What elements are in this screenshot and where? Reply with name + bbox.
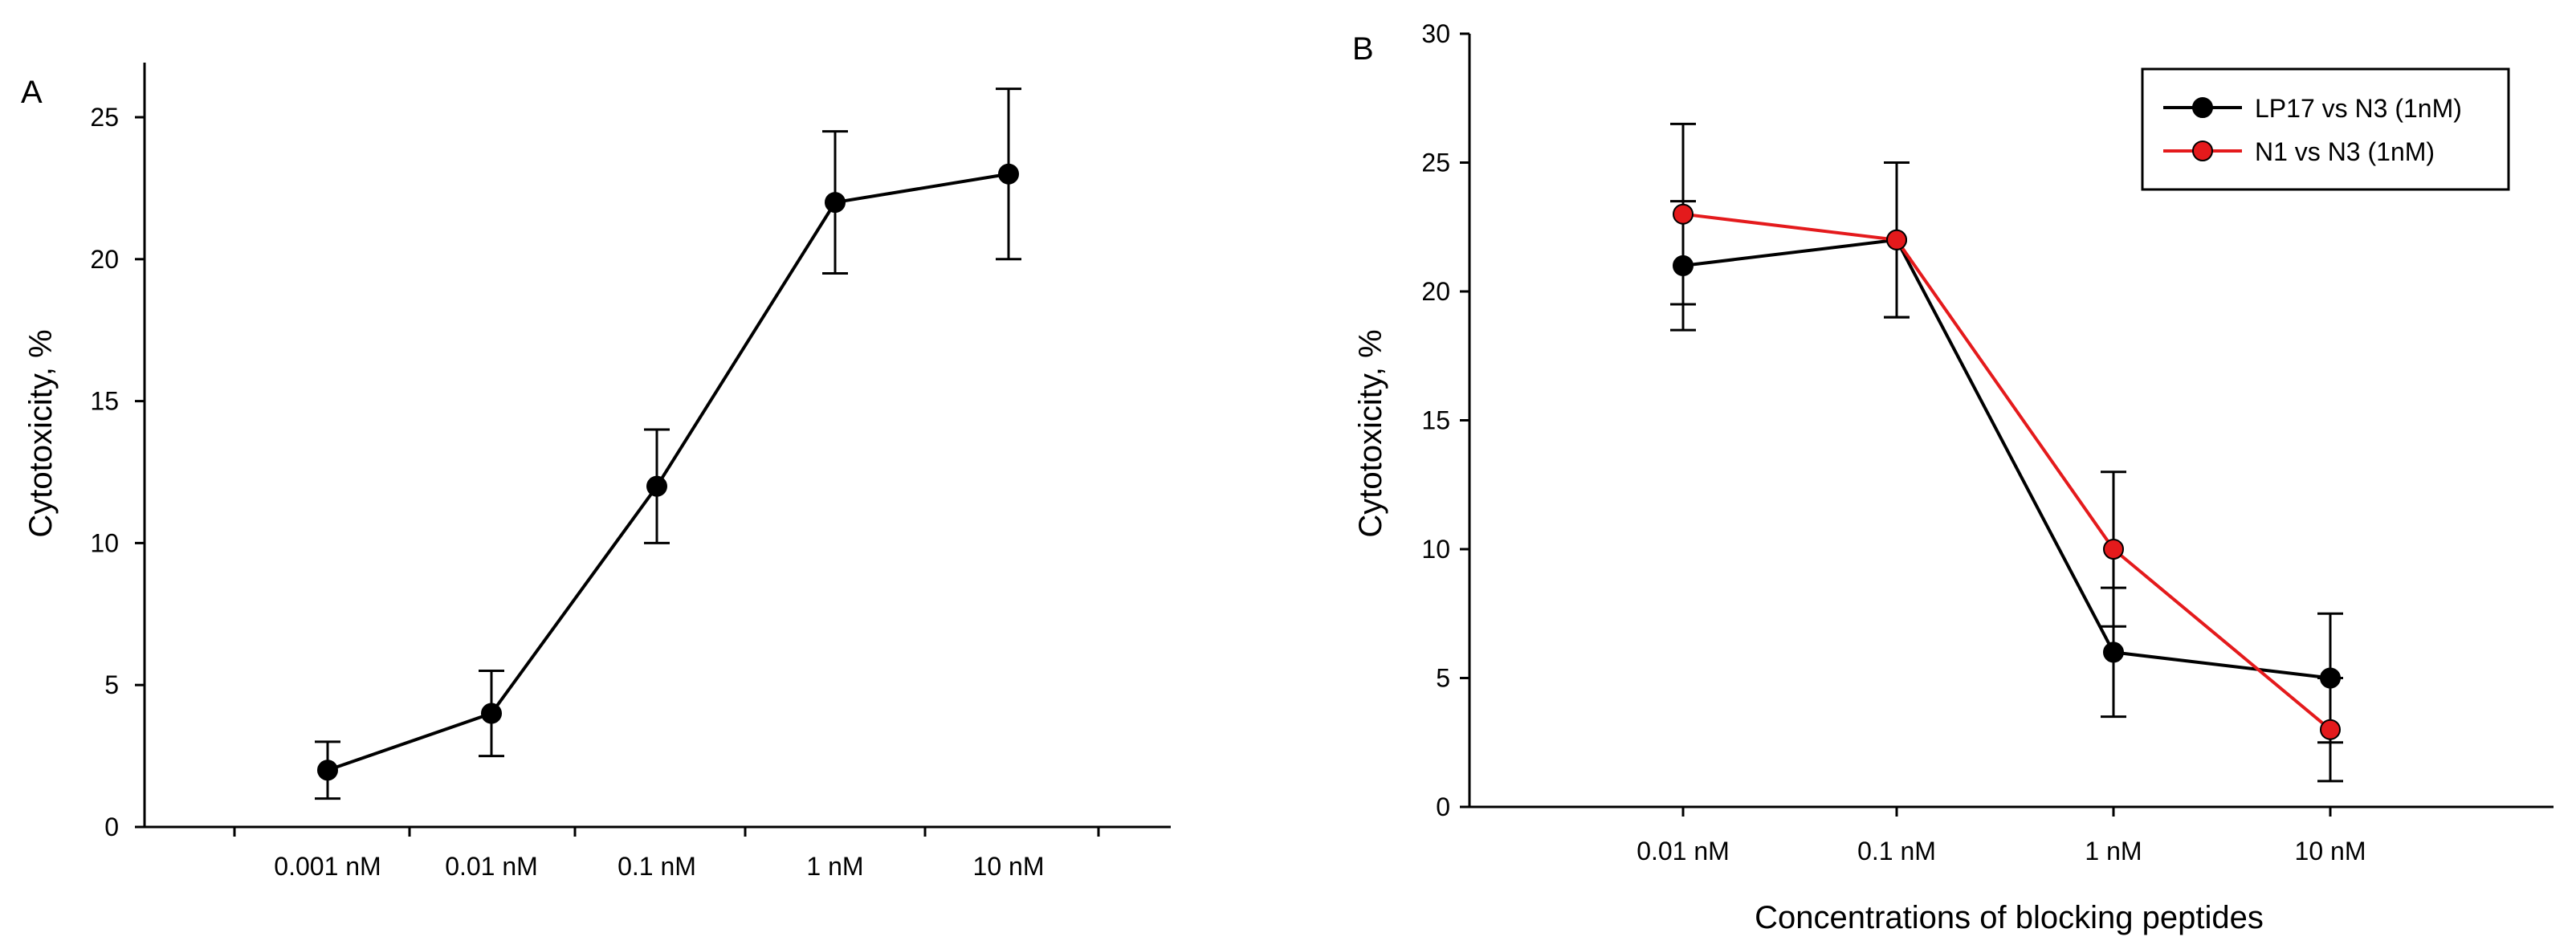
x-tick-label: 0.001 nM [274,852,381,881]
panel-a-chart: A Cytotoxicity, % 0 5 10 15 20 25 0.001 nM 0.0… [21,63,1171,881]
data-point [2320,667,2341,689]
data-point [2103,539,2124,560]
y-tick-label: 25 [1421,149,1450,177]
x-tick-label: 0.01 nM [445,852,538,881]
data-point [2320,719,2341,740]
data-point [998,163,1019,185]
y-tick-label: 10 [1421,535,1450,564]
data-point [481,703,502,724]
y-tick-label: 15 [90,387,119,416]
y-tick-label: 25 [90,103,119,132]
y-tick-label: 15 [1421,406,1450,435]
legend-label-n1: N1 vs N3 (1nM) [2255,137,2435,166]
legend-marker-n1 [2192,141,2213,161]
x-tick-label: 0.1 nM [618,852,696,881]
y-tick-label: 0 [1436,792,1450,821]
data-point [1673,203,1694,225]
data-point [1886,229,1907,250]
x-tick-label: 1 nM [2085,837,2142,866]
panel-b-legend: LP17 vs N3 (1nM) N1 vs N3 (1nM) [2141,67,2510,191]
series-line-1 [1682,238,2331,680]
data-point [646,475,667,497]
panel-a-label: A [21,75,43,110]
y-tick-label: 5 [1436,664,1450,693]
y-tick-label: 20 [1421,277,1450,306]
y-tick-label: 0 [104,813,119,841]
legend-label-lp17: LP17 vs N3 (1nM) [2255,94,2462,123]
data-point [1673,255,1694,276]
series-line-2 [1682,212,2332,731]
panel-b-label: B [1352,31,1374,67]
panel-a-y-axis-title: Cytotoxicity, % [23,329,59,537]
x-tick-label: 10 nM [2295,837,2366,866]
panel-b-chart: B Cytotoxicity, % Concentrations of bloc… [1352,19,2554,935]
legend-box [2141,67,2510,191]
y-tick-label: 20 [90,245,119,274]
y-tick-label: 10 [90,528,119,557]
data-point [317,760,338,781]
data-point [825,192,846,214]
x-tick-label: 1 nM [806,852,863,881]
data-point [2103,641,2124,663]
x-tick-label: 0.01 nM [1636,837,1730,866]
panel-b-x-axis-title: Concentrations of blocking peptides [1755,900,2264,935]
legend-marker-lp17 [2192,97,2213,118]
x-tick-label: 0.1 nM [1857,837,1936,866]
y-tick-label: 5 [104,670,119,699]
y-tick-label: 30 [1421,19,1450,48]
panel-b-y-axis-title: Cytotoxicity, % [1353,329,1388,537]
x-tick-label: 10 nM [973,852,1045,881]
